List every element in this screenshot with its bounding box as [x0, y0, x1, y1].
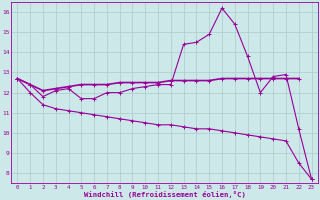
X-axis label: Windchill (Refroidissement éolien,°C): Windchill (Refroidissement éolien,°C): [84, 191, 245, 198]
